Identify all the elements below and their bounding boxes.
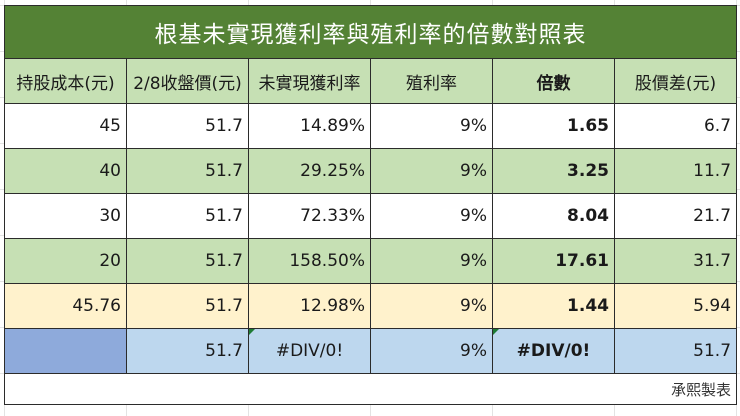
cell-multiple[interactable]: 1.44	[492, 283, 615, 329]
header-row: 持股成本(元) 2/8收盤價(元) 未實現獲利率 殖利率 倍數 股價差(元)	[4, 58, 738, 104]
table-row: 30 51.7 72.33% 9% 8.04 21.7	[4, 193, 738, 239]
header-close-price[interactable]: 2/8收盤價(元)	[126, 58, 249, 104]
table-row: 40 51.7 29.25% 9% 3.25 11.7	[4, 148, 738, 194]
header-multiple[interactable]: 倍數	[492, 58, 615, 104]
cell-unrealized[interactable]: 14.89%	[248, 103, 371, 149]
cell-cost[interactable]: 45.76	[4, 283, 127, 329]
cell-close[interactable]: 51.7	[126, 103, 249, 149]
cell-yield[interactable]: 9%	[370, 193, 493, 239]
table-row-input: 51.7 #DIV/0! 9% #DIV/0! 51.7	[4, 328, 738, 374]
cell-diff[interactable]: 21.7	[613, 193, 738, 239]
header-cost[interactable]: 持股成本(元)	[4, 58, 127, 104]
cell-yield[interactable]: 9%	[370, 103, 493, 149]
multiple-comparison-table: 根基未實現獲利率與殖利率的倍數對照表 持股成本(元) 2/8收盤價(元) 未實現…	[3, 5, 738, 405]
cell-diff[interactable]: 31.7	[613, 238, 738, 284]
cell-unrealized[interactable]: 12.98%	[248, 283, 371, 329]
cell-close[interactable]: 51.7	[126, 193, 249, 239]
cell-multiple[interactable]: 8.04	[492, 193, 615, 239]
cell-diff[interactable]: 6.7	[613, 103, 738, 149]
error-indicator-icon	[249, 329, 255, 335]
footer-credit[interactable]: 承熙製表	[3, 373, 738, 405]
cell-cost-input[interactable]	[4, 328, 127, 374]
cell-close[interactable]: 51.7	[126, 238, 249, 284]
cell-yield[interactable]: 9%	[370, 148, 493, 194]
cell-diff[interactable]: 51.7	[613, 328, 738, 374]
cell-diff[interactable]: 11.7	[613, 148, 738, 194]
table-title[interactable]: 根基未實現獲利率與殖利率的倍數對照表	[3, 5, 738, 59]
header-unrealized-rate[interactable]: 未實現獲利率	[248, 58, 371, 104]
cell-unrealized[interactable]: 158.50%	[248, 238, 371, 284]
cell-yield[interactable]: 9%	[370, 328, 493, 374]
cell-close[interactable]: 51.7	[126, 148, 249, 194]
cell-cost[interactable]: 45	[4, 103, 127, 149]
cell-unrealized[interactable]: 72.33%	[248, 193, 371, 239]
cell-multiple[interactable]: 3.25	[492, 148, 615, 194]
cell-multiple-error[interactable]: #DIV/0!	[492, 328, 615, 374]
cell-close[interactable]: 51.7	[126, 283, 249, 329]
header-price-diff[interactable]: 股價差(元)	[613, 58, 738, 104]
cell-multiple[interactable]: 1.65	[492, 103, 615, 149]
cell-yield[interactable]: 9%	[370, 283, 493, 329]
cell-multiple[interactable]: 17.61	[492, 238, 615, 284]
table-row: 20 51.7 158.50% 9% 17.61 31.7	[4, 238, 738, 284]
header-yield[interactable]: 殖利率	[370, 58, 493, 104]
cell-diff[interactable]: 5.94	[613, 283, 738, 329]
cell-cost[interactable]: 40	[4, 148, 127, 194]
table-row: 45.76 51.7 12.98% 9% 1.44 5.94	[4, 283, 738, 329]
error-indicator-icon	[493, 329, 499, 335]
cell-cost[interactable]: 30	[4, 193, 127, 239]
cell-unrealized-error[interactable]: #DIV/0!	[248, 328, 371, 374]
cell-unrealized[interactable]: 29.25%	[248, 148, 371, 194]
cell-yield[interactable]: 9%	[370, 238, 493, 284]
cell-close[interactable]: 51.7	[126, 328, 249, 374]
table-row: 45 51.7 14.89% 9% 1.65 6.7	[4, 103, 738, 149]
cell-cost[interactable]: 20	[4, 238, 127, 284]
